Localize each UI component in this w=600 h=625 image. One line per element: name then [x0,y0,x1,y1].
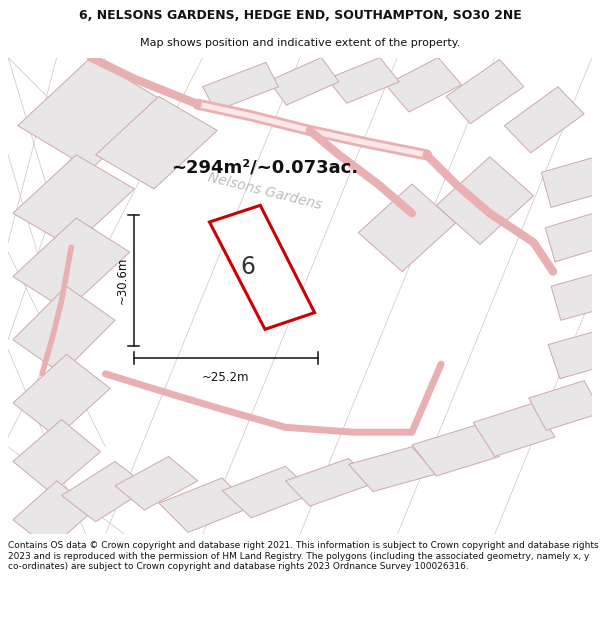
Polygon shape [412,426,500,476]
Polygon shape [286,459,373,506]
Text: ~30.6m: ~30.6m [115,257,128,304]
Text: 6: 6 [240,256,255,279]
Polygon shape [541,157,600,208]
Polygon shape [327,58,399,103]
Text: Nelsons Gardens: Nelsons Gardens [206,170,323,212]
Polygon shape [95,96,217,189]
Text: Contains OS data © Crown copyright and database right 2021. This information is : Contains OS data © Crown copyright and d… [8,541,599,571]
Polygon shape [62,461,149,522]
Polygon shape [203,62,278,111]
Polygon shape [115,456,198,510]
Polygon shape [473,403,555,456]
Polygon shape [551,272,600,320]
Polygon shape [446,59,524,124]
Polygon shape [13,286,115,374]
Polygon shape [18,58,164,169]
Polygon shape [13,481,94,549]
Polygon shape [358,184,456,272]
Text: ~25.2m: ~25.2m [202,371,249,384]
Polygon shape [545,211,600,262]
Polygon shape [349,447,436,491]
Polygon shape [436,157,533,244]
Polygon shape [269,58,339,105]
Polygon shape [529,381,600,430]
Text: ~294m²/~0.073ac.: ~294m²/~0.073ac. [172,158,359,176]
Polygon shape [13,354,110,437]
Polygon shape [159,478,251,532]
Polygon shape [548,330,600,379]
Text: 6, NELSONS GARDENS, HEDGE END, SOUTHAMPTON, SO30 2NE: 6, NELSONS GARDENS, HEDGE END, SOUTHAMPT… [79,9,521,22]
Polygon shape [209,206,314,329]
Polygon shape [13,155,134,248]
Polygon shape [505,87,584,153]
Polygon shape [13,218,130,311]
Polygon shape [222,466,314,518]
Polygon shape [13,419,100,494]
Text: Map shows position and indicative extent of the property.: Map shows position and indicative extent… [140,38,460,48]
Polygon shape [386,58,461,112]
